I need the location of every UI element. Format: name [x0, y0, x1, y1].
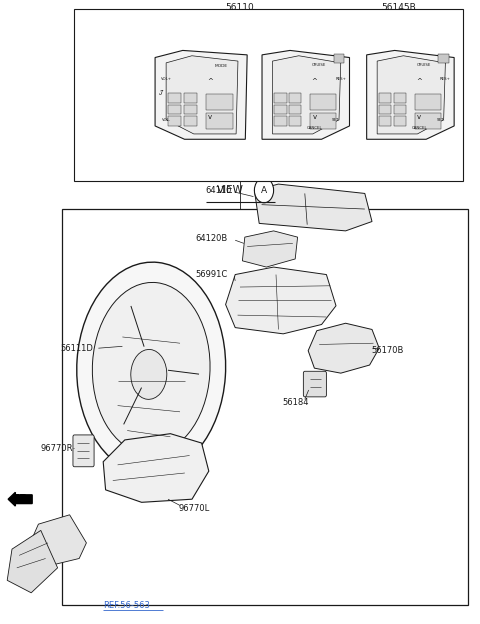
- Text: 56170B: 56170B: [372, 346, 404, 355]
- Polygon shape: [155, 51, 247, 139]
- Text: CRUISE: CRUISE: [312, 62, 326, 67]
- Bar: [206, 94, 233, 110]
- Circle shape: [254, 178, 274, 203]
- Bar: [415, 94, 441, 110]
- Bar: [310, 113, 336, 129]
- Polygon shape: [254, 184, 372, 231]
- Bar: [379, 105, 391, 114]
- Text: 96710L: 96710L: [393, 88, 423, 97]
- Bar: [168, 105, 181, 114]
- Bar: [289, 116, 301, 126]
- Text: PNC: PNC: [102, 20, 121, 29]
- Text: 64120B: 64120B: [195, 234, 228, 243]
- Text: ^: ^: [312, 77, 317, 84]
- Bar: [379, 93, 391, 103]
- Text: A: A: [344, 102, 349, 110]
- Polygon shape: [103, 434, 209, 502]
- Text: 96700-D2600: 96700-D2600: [383, 161, 438, 170]
- Ellipse shape: [131, 349, 167, 399]
- Ellipse shape: [77, 262, 226, 474]
- Bar: [438, 54, 449, 63]
- Bar: [394, 105, 406, 114]
- Bar: [184, 93, 196, 103]
- Bar: [274, 116, 287, 126]
- Text: VIEW: VIEW: [217, 185, 244, 195]
- Text: SET-: SET-: [332, 118, 341, 122]
- Text: 96710R: 96710R: [341, 20, 375, 29]
- Text: 56171: 56171: [200, 136, 227, 145]
- Text: 64110: 64110: [205, 186, 231, 195]
- Polygon shape: [29, 515, 86, 567]
- Polygon shape: [377, 56, 445, 134]
- Text: ^: ^: [416, 77, 422, 84]
- Bar: [289, 93, 301, 103]
- Text: VOL-: VOL-: [162, 118, 170, 122]
- Text: 96710L: 96710L: [184, 20, 218, 29]
- Polygon shape: [440, 21, 451, 34]
- FancyArrow shape: [8, 492, 32, 506]
- Text: SET-: SET-: [437, 118, 445, 122]
- Bar: [168, 116, 181, 126]
- Text: 56111D: 56111D: [60, 344, 93, 353]
- Text: REF.56-563: REF.56-563: [103, 601, 150, 610]
- Text: ^: ^: [207, 77, 213, 84]
- Text: 96710R: 96710R: [219, 71, 252, 79]
- Text: 96700-D2500: 96700-D2500: [278, 161, 333, 170]
- FancyBboxPatch shape: [73, 435, 94, 467]
- Text: RES+: RES+: [336, 77, 346, 81]
- Text: CRUISE: CRUISE: [416, 62, 431, 67]
- Text: 96770L: 96770L: [179, 504, 210, 513]
- Bar: [310, 94, 336, 110]
- Text: 56991C: 56991C: [195, 270, 228, 279]
- Bar: [394, 93, 406, 103]
- Text: RES+: RES+: [440, 77, 451, 81]
- Bar: [274, 93, 287, 103]
- Polygon shape: [252, 134, 365, 181]
- Bar: [379, 116, 391, 126]
- Text: A: A: [261, 186, 267, 195]
- Text: FR.: FR.: [12, 493, 34, 505]
- Text: v: v: [417, 114, 421, 120]
- Bar: [334, 54, 344, 63]
- Polygon shape: [166, 56, 238, 134]
- Text: 96700-D2100: 96700-D2100: [174, 161, 228, 170]
- Text: $\mathcal{J}$: $\mathcal{J}$: [158, 89, 165, 97]
- Text: v: v: [312, 114, 317, 120]
- Ellipse shape: [92, 283, 210, 454]
- Polygon shape: [367, 51, 454, 139]
- Bar: [184, 105, 196, 114]
- Polygon shape: [308, 323, 379, 373]
- Text: 96770R: 96770R: [40, 444, 73, 452]
- Polygon shape: [329, 102, 336, 110]
- Polygon shape: [359, 92, 403, 149]
- Polygon shape: [226, 267, 336, 334]
- Polygon shape: [242, 231, 298, 267]
- Polygon shape: [7, 530, 58, 593]
- Polygon shape: [262, 51, 349, 139]
- Polygon shape: [273, 56, 341, 134]
- Text: P/NO: P/NO: [100, 161, 123, 170]
- Text: v: v: [208, 114, 212, 120]
- Text: 56110: 56110: [226, 3, 254, 12]
- Text: ILLUST: ILLUST: [97, 90, 126, 99]
- FancyBboxPatch shape: [303, 371, 326, 397]
- Text: 56184: 56184: [282, 398, 309, 407]
- Bar: [206, 113, 233, 129]
- Text: CANCEL: CANCEL: [307, 125, 323, 130]
- Bar: [274, 105, 287, 114]
- Bar: [184, 116, 196, 126]
- Circle shape: [337, 94, 356, 119]
- Text: MODE: MODE: [215, 64, 228, 67]
- Bar: [415, 113, 441, 129]
- Text: VOL+: VOL+: [161, 77, 172, 81]
- Bar: [168, 93, 181, 103]
- Bar: [394, 116, 406, 126]
- Text: 56145B: 56145B: [381, 3, 416, 12]
- Polygon shape: [263, 81, 310, 125]
- Text: CANCEL: CANCEL: [411, 125, 427, 130]
- Bar: [289, 105, 301, 114]
- Bar: [62, 209, 468, 605]
- Bar: [74, 9, 463, 181]
